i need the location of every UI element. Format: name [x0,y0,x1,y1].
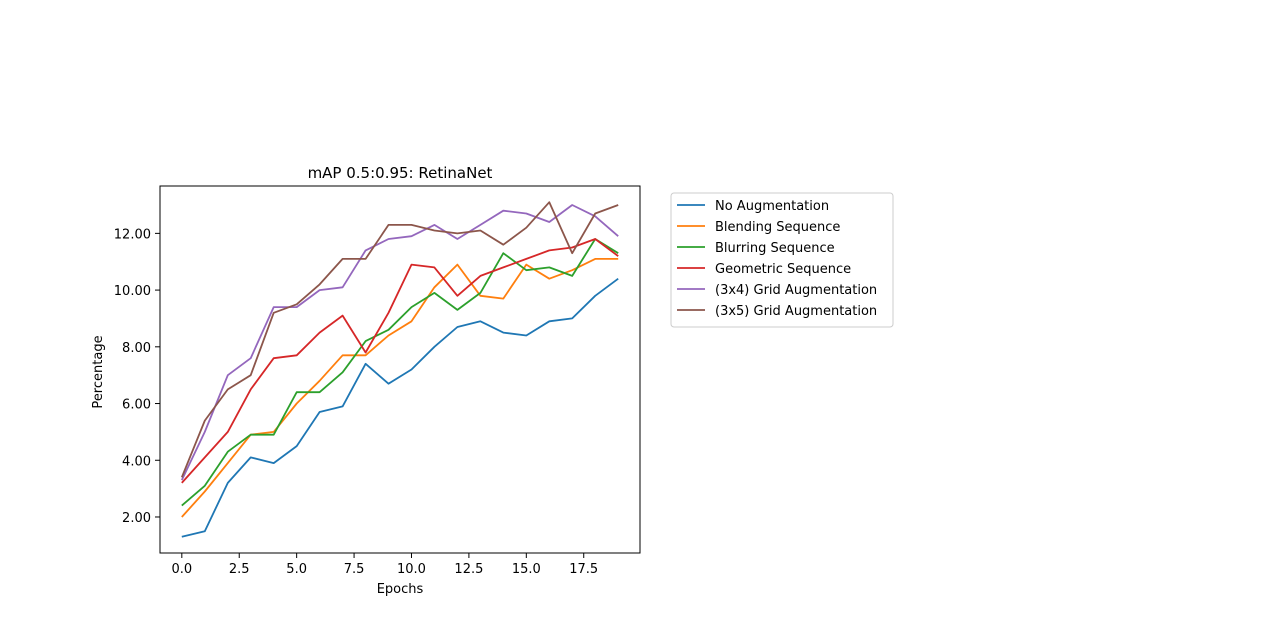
series-line-3 [181,238,619,507]
x-tick-label: 7.5 [344,562,365,577]
plot-frame [159,185,641,554]
legend-box [670,192,894,328]
legend-label: Geometric Sequence [715,262,851,277]
y-tick-label: 12.00 [114,227,151,242]
legend-label: Blurring Sequence [715,241,835,256]
y-axis-label: Percentage [91,335,106,408]
x-tick-label: 17.5 [569,562,598,577]
legend-label: (3x4) Grid Augmentation [715,283,877,298]
chart-title: mAP 0.5:0.95: RetinaNet [308,164,493,182]
x-tick-label: 2.5 [229,562,250,577]
x-tick-label: 15.0 [512,562,541,577]
legend-label: (3x5) Grid Augmentation [715,304,877,319]
y-tick-label: 8.00 [122,341,151,356]
legend-label: No Augmentation [715,199,829,214]
y-axis: 2.00 4.00 6.00 8.00 10.00 12.00 [114,227,160,526]
y-tick-label: 10.00 [114,284,151,299]
series-line-4 [181,238,619,484]
y-tick-label: 4.00 [122,454,151,469]
y-tick-label: 6.00 [122,398,151,413]
y-tick-label: 2.00 [122,511,151,526]
legend: No Augmentation Blending Sequence Blurring… [670,192,894,328]
series-line-5 [180,204,619,481]
x-tick-label: 0.0 [171,562,192,577]
series-line-6 [180,201,619,478]
x-tick-label: 10.0 [397,562,426,577]
x-tick-label: 12.5 [454,562,483,577]
series-line-1 [181,277,619,538]
x-axis: 0.0 2.5 5.0 7.5 10.0 12.5 15.0 17.5 [171,553,598,577]
legend-label: Blending Sequence [715,220,840,235]
series-layer [180,201,619,538]
plot-area [159,185,641,554]
x-tick-label: 5.0 [286,562,307,577]
x-axis-label: Epochs [377,582,424,597]
